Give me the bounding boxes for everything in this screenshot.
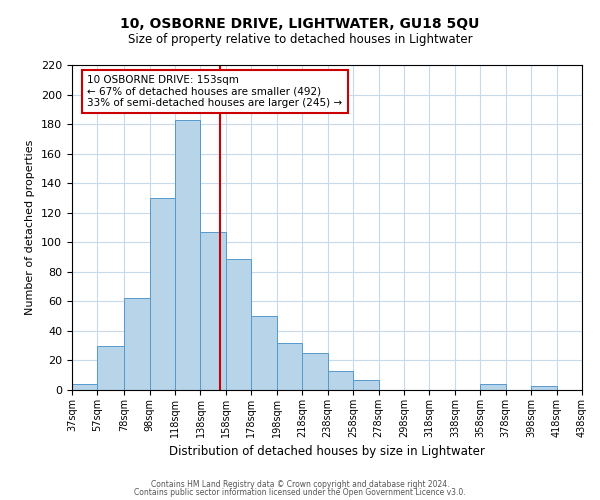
Bar <box>277 342 302 390</box>
Bar <box>149 198 175 390</box>
Bar <box>72 384 97 390</box>
Text: Contains HM Land Registry data © Crown copyright and database right 2024.: Contains HM Land Registry data © Crown c… <box>151 480 449 489</box>
Text: Contains public sector information licensed under the Open Government Licence v3: Contains public sector information licen… <box>134 488 466 497</box>
Bar <box>353 380 379 390</box>
Text: Size of property relative to detached houses in Lightwater: Size of property relative to detached ho… <box>128 32 472 46</box>
Text: 10, OSBORNE DRIVE, LIGHTWATER, GU18 5QU: 10, OSBORNE DRIVE, LIGHTWATER, GU18 5QU <box>121 18 479 32</box>
Bar <box>302 353 328 390</box>
Bar <box>124 298 149 390</box>
Bar <box>328 371 353 390</box>
Bar <box>97 346 124 390</box>
Text: 10 OSBORNE DRIVE: 153sqm
← 67% of detached houses are smaller (492)
33% of semi-: 10 OSBORNE DRIVE: 153sqm ← 67% of detach… <box>88 74 343 108</box>
Bar <box>480 384 506 390</box>
X-axis label: Distribution of detached houses by size in Lightwater: Distribution of detached houses by size … <box>169 446 485 458</box>
Y-axis label: Number of detached properties: Number of detached properties <box>25 140 35 315</box>
Bar <box>200 232 226 390</box>
Bar <box>531 386 557 390</box>
Bar <box>251 316 277 390</box>
Bar <box>175 120 200 390</box>
Bar <box>226 258 251 390</box>
